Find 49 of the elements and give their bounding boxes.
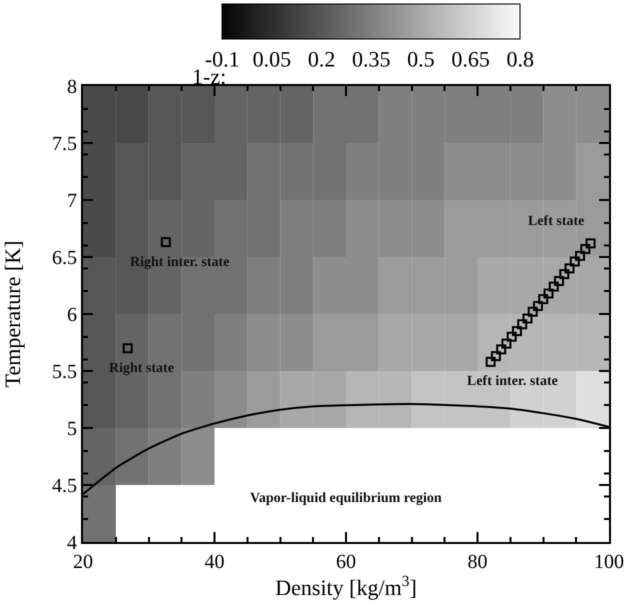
point (564, 263, 575, 274)
point (559, 269, 570, 280)
point (528, 306, 538, 317)
color-bar-label: 0.5 (407, 46, 435, 72)
x-axis-title: Density [kg/m$^{3}$] (275, 573, 417, 600)
point (122, 343, 133, 354)
point (496, 344, 506, 354)
x-tick-label: 100 (594, 551, 624, 573)
x-tick-label: 20 (73, 551, 93, 573)
point (506, 332, 517, 342)
annotation: Right state (109, 361, 174, 376)
y-axis-title: Temperature [K] (0, 240, 25, 388)
point (544, 288, 554, 298)
point (548, 282, 559, 292)
point (538, 294, 548, 304)
y-tick-label: 7 (67, 190, 77, 212)
point (580, 244, 590, 254)
x-tick-label: 40 (204, 551, 224, 573)
point (160, 237, 171, 248)
annotation: Vapor-liquid equilibrium region (250, 491, 442, 506)
x-tick-label: 60 (336, 551, 356, 573)
color-bar-label: 0.05 (252, 46, 292, 72)
point (575, 250, 586, 261)
point (554, 276, 564, 286)
color-bar-label: 0.2 (308, 46, 336, 72)
y-tick-label: 4 (67, 532, 77, 554)
x-tick-label: 80 (468, 551, 488, 573)
point (570, 256, 580, 267)
color-bar-label: 0.65 (451, 46, 490, 72)
y-tick-label: 5 (67, 418, 77, 440)
point (532, 301, 543, 312)
y-tick-label: 5.5 (52, 361, 77, 383)
annotation: Left inter. state (467, 374, 558, 389)
color-bar-label: 0.8 (506, 46, 534, 72)
y-tick-label: 7.5 (52, 133, 77, 155)
annotation: Left state (528, 214, 584, 229)
point (501, 338, 512, 349)
y-tick-label: 8 (67, 76, 77, 98)
y-tick-label: 4.5 (52, 475, 77, 497)
y-tick-label: 6.5 (52, 247, 77, 269)
point (490, 351, 501, 362)
point (522, 314, 532, 324)
point (586, 238, 596, 248)
point (517, 319, 528, 330)
color-bar-label: 0.35 (352, 46, 390, 72)
y-tick-label: 6 (67, 304, 77, 326)
annotation: Right inter. state (130, 255, 230, 270)
point (486, 356, 496, 367)
point (512, 326, 522, 336)
